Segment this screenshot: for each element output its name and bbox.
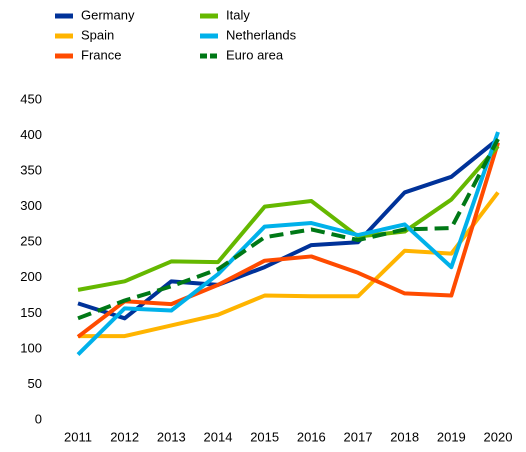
series-line [78,191,500,339]
legend-label: Spain [81,27,114,42]
x-tick-label: 2013 [157,429,186,444]
x-tick-label: 2011 [64,429,92,444]
y-tick-label: 50 [28,376,42,391]
series-line [76,142,500,339]
series-line [77,137,500,321]
y-tick-label: 250 [20,234,42,249]
x-tick-label: 2018 [390,429,419,444]
x-tick-label: 2017 [344,429,373,444]
legend-label: Euro area [226,47,284,62]
y-tick-label: 200 [20,269,42,284]
legend-label: France [81,47,121,62]
y-tick-label: 150 [20,305,42,320]
x-tick-label: 2015 [250,429,279,444]
series-line [77,144,500,292]
legend-label: Germany [81,7,135,22]
legend-label: Italy [226,7,250,22]
y-tick-label: 350 [20,163,42,178]
x-tick-label: 2020 [484,429,513,444]
y-tick-label: 100 [20,340,42,355]
y-tick-label: 300 [20,198,42,213]
y-tick-label: 0 [35,411,42,426]
x-tick-label: 2019 [437,429,466,444]
y-tick-label: 400 [20,127,42,142]
x-tick-label: 2016 [297,429,326,444]
x-tick-label: 2014 [204,429,233,444]
y-tick-label: 450 [20,91,42,106]
x-tick-label: 2012 [110,429,139,444]
series-line [76,131,500,356]
legend-label: Netherlands [226,27,297,42]
series-line [77,138,500,321]
